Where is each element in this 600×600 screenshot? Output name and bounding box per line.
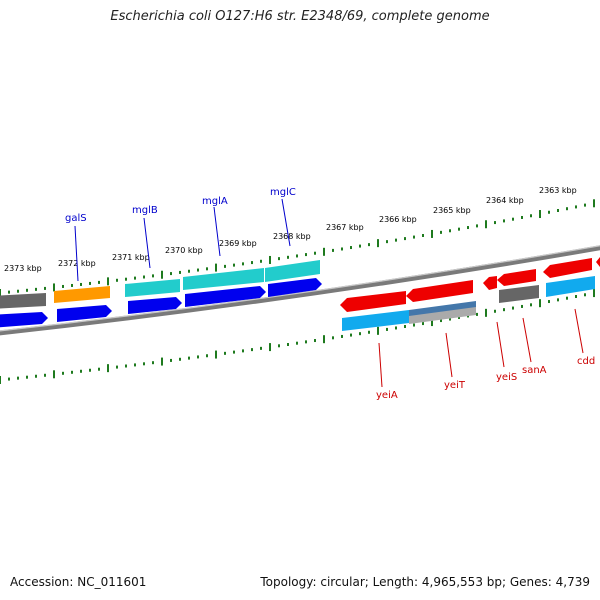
leader-mglC xyxy=(281,198,291,247)
scale-label-2367: 2367 kbp xyxy=(326,223,364,232)
cds-arrow-red-edge[interactable] xyxy=(596,256,600,267)
leader-sanA xyxy=(522,317,532,363)
scale-label-2370: 2370 kbp xyxy=(165,246,203,255)
leader-mglB xyxy=(143,217,151,269)
genome-summary-text: Topology: circular; Length: 4,965,553 bp… xyxy=(260,575,590,589)
scale-label-2366: 2366 kbp xyxy=(379,215,417,224)
scale-label-2373: 2373 kbp xyxy=(4,264,42,273)
cds-arrow-blue-galS[interactable] xyxy=(57,305,112,322)
gene-feature-yeiA[interactable] xyxy=(342,310,409,331)
cds-arrow-red-yeiA[interactable] xyxy=(340,291,406,312)
gene-feature-galS[interactable] xyxy=(54,286,110,303)
genome-backbone xyxy=(0,245,600,336)
scale-label-2369: 2369 kbp xyxy=(219,239,257,248)
gene-label-yeiS: yeiS xyxy=(496,372,517,383)
leader-yeiS xyxy=(496,321,505,368)
gene-feature-mglA[interactable] xyxy=(183,268,264,290)
gene-label-mglC: mglC xyxy=(270,187,296,198)
gene-feature-mglB[interactable] xyxy=(125,279,180,297)
gene-label-sanA: sanA xyxy=(522,365,547,376)
gene-feature-gray-left[interactable] xyxy=(0,293,46,309)
gene-feature-yeiT-lower[interactable] xyxy=(409,307,476,324)
map-title: Escherichia coli O127:H6 str. E2348/69, … xyxy=(110,9,490,24)
gene-label-galS: galS xyxy=(65,213,87,224)
genome-backbone-highlight xyxy=(0,245,600,332)
scale-label-2364: 2364 kbp xyxy=(486,196,524,205)
scale-label-2368: 2368 kbp xyxy=(273,232,311,241)
gene-feature-mglC[interactable] xyxy=(265,260,320,282)
cds-arrow-blue-mglB[interactable] xyxy=(128,297,182,314)
leader-mglA xyxy=(213,206,221,257)
cds-arrow-red-yeiS[interactable] xyxy=(483,276,497,290)
cds-arrow-blue-mglC[interactable] xyxy=(268,278,322,297)
leader-yeiA xyxy=(378,342,383,388)
leader-yeiT xyxy=(445,332,453,378)
cds-arrow-red-cdd[interactable] xyxy=(543,258,592,278)
cds-arrow-blue-1[interactable] xyxy=(0,312,48,328)
gene-label-yeiT: yeiT xyxy=(444,380,466,391)
scale-label-2363: 2363 kbp xyxy=(539,186,577,195)
gene-label-mglB: mglB xyxy=(132,205,158,216)
upper-scale-ticks xyxy=(0,199,595,298)
scale-label-2365: 2365 kbp xyxy=(433,206,471,215)
lower-scale-ticks xyxy=(0,289,595,384)
gene-label-cdd: cdd xyxy=(577,356,595,367)
accession-text: Accession: NC_011601 xyxy=(10,575,147,589)
gene-label-yeiA: yeiA xyxy=(376,390,398,401)
gene-feature-sanA[interactable] xyxy=(499,285,539,303)
leader-cdd xyxy=(574,308,584,354)
cds-arrow-blue-mglA[interactable] xyxy=(185,286,266,307)
cds-arrow-red-sanA[interactable] xyxy=(497,269,536,286)
gene-feature-cdd[interactable] xyxy=(546,276,595,297)
leader-galS xyxy=(74,225,79,282)
scale-label-2371: 2371 kbp xyxy=(112,253,150,262)
cds-arrow-red-yeiT[interactable] xyxy=(406,280,473,302)
gene-label-mglA: mglA xyxy=(202,196,228,207)
